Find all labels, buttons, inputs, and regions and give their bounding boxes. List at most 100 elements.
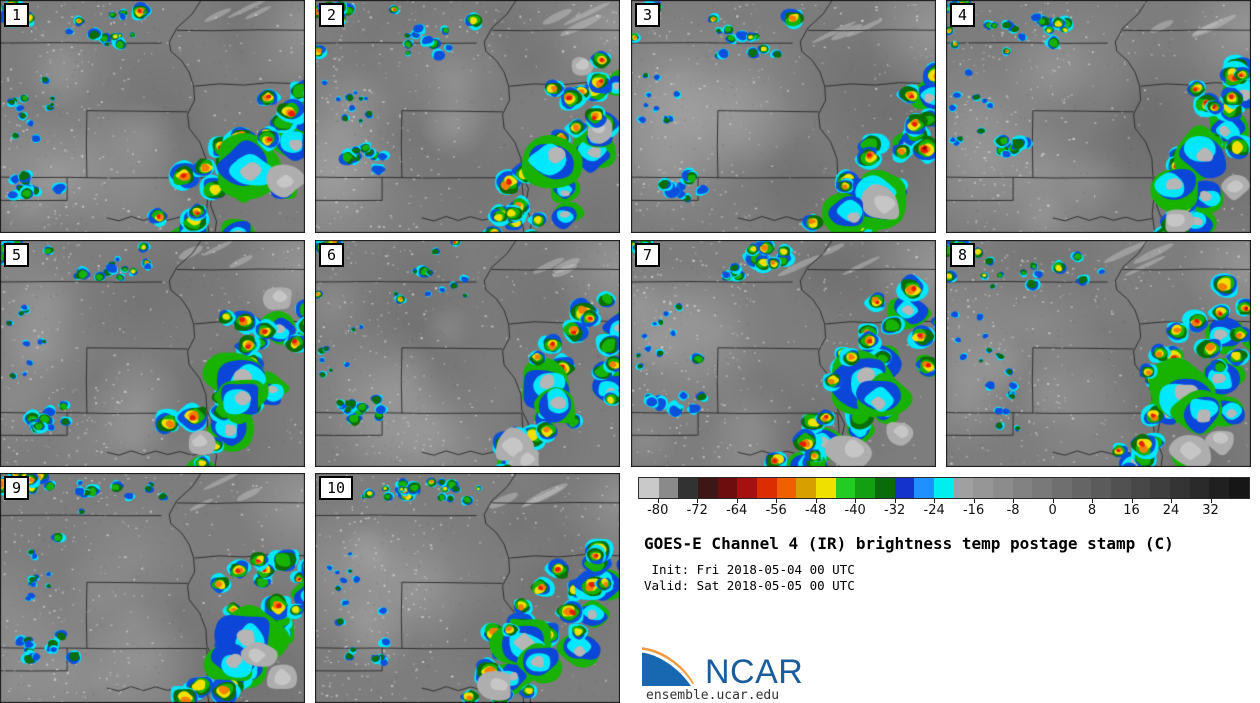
colorbar-tick-label: -64	[726, 503, 748, 518]
colorbar-cell	[796, 478, 817, 498]
panel-number: 2	[319, 3, 345, 27]
panel-number: 4	[950, 3, 976, 27]
colorbar-tick-mark	[815, 499, 817, 503]
colorbar-tick-label: -8	[1006, 503, 1020, 518]
colorbar-tick-label: -80	[647, 503, 669, 518]
colorbar-cell	[1111, 478, 1131, 498]
ncar-logo-text: NCAR	[705, 653, 804, 691]
colorbar-cell	[1209, 478, 1230, 498]
panel-number: 10	[319, 476, 354, 500]
colorbar-tick-label: -72	[686, 503, 708, 518]
satellite-image	[0, 473, 305, 703]
colorbar-tick-label: 32	[1202, 503, 1219, 518]
colorbar-tick-label: -16	[962, 503, 985, 518]
colorbar-cell	[1032, 478, 1053, 498]
colorbar-cell	[1012, 478, 1033, 498]
colorbar-tick-label: -56	[765, 503, 787, 518]
colorbar-cell	[658, 478, 679, 498]
colorbar-cell	[717, 478, 738, 498]
colorbar-cell	[776, 478, 797, 498]
colorbar-tick-mark	[1210, 499, 1212, 503]
stamp-panel-2: 2	[315, 0, 620, 233]
colorbar-tick-mark	[657, 499, 659, 503]
panel-number: 8	[950, 243, 976, 267]
colorbar-tick-mark	[1013, 499, 1015, 503]
colorbar-tick-label: -24	[923, 503, 945, 518]
satellite-image	[0, 0, 305, 233]
colorbar-cell	[973, 478, 994, 498]
colorbar-tick-label: 16	[1123, 503, 1140, 518]
satellite-image	[0, 240, 305, 467]
colorbar-tick-label: 0	[1048, 503, 1057, 518]
ncar-logo: NCAR	[640, 646, 804, 691]
colorbar-tick-mark	[855, 499, 857, 503]
colorbar-tick-mark	[1131, 499, 1133, 503]
colorbar-tick-mark	[934, 499, 936, 503]
colorbar-tick-label: 24	[1162, 503, 1180, 518]
satellite-image	[946, 0, 1251, 233]
stamp-panel-1: 1	[0, 0, 305, 233]
init-time: Init: Fri 2018-05-04 00 UTC	[644, 562, 855, 577]
colorbar-cell	[855, 478, 876, 498]
colorbar-cell	[875, 478, 895, 498]
colorbar-cell	[816, 478, 836, 498]
stamp-panel-5: 5	[0, 240, 305, 467]
colorbar-cell	[678, 478, 699, 498]
colorbar-cell	[993, 478, 1013, 498]
colorbar-tick-label: -48	[805, 503, 827, 518]
satellite-image	[315, 0, 620, 233]
colorbar-ticks: -80 -72 -64 -56 -48 -40 -32 -24 -16 -8 0 8 16 24 32	[638, 473, 1250, 521]
colorbar	[638, 477, 1250, 499]
site-url: ensemble.ucar.edu	[646, 688, 780, 703]
satellite-image	[631, 0, 936, 233]
colorbar-cell	[737, 478, 758, 498]
stamp-panel-9: 9	[0, 473, 305, 703]
panel-number: 3	[635, 3, 661, 27]
valid-time: Valid: Sat 2018-05-05 00 UTC	[644, 578, 855, 593]
colorbar-cell	[698, 478, 718, 498]
panel-number: 5	[4, 243, 30, 267]
colorbar-cell	[1170, 478, 1190, 498]
colorbar-tick-label: -32	[884, 503, 906, 518]
colorbar-tick-mark	[1171, 499, 1173, 503]
colorbar-cell	[1189, 478, 1210, 498]
stamp-panel-6: 6	[315, 240, 620, 467]
satellite-image	[631, 240, 936, 467]
colorbar-cell	[1130, 478, 1151, 498]
colorbar-cell	[914, 478, 935, 498]
colorbar-cell	[1229, 478, 1249, 498]
stamp-panel-7: 7	[631, 240, 936, 467]
panel-number: 6	[319, 243, 345, 267]
colorbar-cell	[1052, 478, 1072, 498]
stamp-panel-3: 3	[631, 0, 936, 233]
stamp-panel-10: 10	[315, 473, 620, 703]
colorbar-tick-label: 8	[1087, 503, 1097, 518]
legend-area: -80 -72 -64 -56 -48 -40 -32 -24 -16 -8 0 8 16 24 32 GO…	[631, 473, 1260, 703]
colorbar-cell	[1071, 478, 1092, 498]
product-title: GOES-E Channel 4 (IR) brightness temp po…	[644, 534, 1174, 553]
colorbar-cell	[1150, 478, 1171, 498]
colorbar-cell	[934, 478, 954, 498]
ncar-swoosh-icon	[641, 647, 695, 686]
colorbar-cell	[639, 478, 659, 498]
colorbar-tick-mark	[776, 499, 778, 503]
stamp-panel-4: 4	[946, 0, 1251, 233]
colorbar-cell	[894, 478, 915, 498]
colorbar-tick-mark	[894, 499, 896, 503]
colorbar-cell	[757, 478, 777, 498]
satellite-image	[315, 473, 620, 703]
colorbar-tick-mark	[1052, 499, 1054, 503]
stamp-panel-8: 8	[946, 240, 1251, 467]
colorbar-cell	[953, 478, 974, 498]
panel-number: 7	[635, 243, 661, 267]
colorbar-tick-mark	[697, 499, 699, 503]
panel-number: 9	[4, 476, 30, 500]
colorbar-cell	[835, 478, 856, 498]
colorbar-tick-label: -40	[844, 503, 866, 518]
colorbar-tick-mark	[1092, 499, 1094, 503]
colorbar-tick-mark	[736, 499, 738, 503]
colorbar-tick-mark	[973, 499, 975, 503]
colorbar-cell	[1091, 478, 1112, 498]
satellite-image	[946, 240, 1251, 467]
